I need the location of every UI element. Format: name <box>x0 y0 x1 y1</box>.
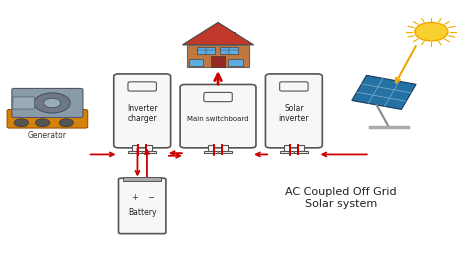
Bar <box>128 151 142 153</box>
FancyBboxPatch shape <box>128 82 156 91</box>
Bar <box>208 145 214 152</box>
Bar <box>204 151 218 153</box>
FancyBboxPatch shape <box>265 74 322 148</box>
Bar <box>222 145 228 152</box>
Bar <box>142 151 156 153</box>
Bar <box>123 177 161 181</box>
FancyBboxPatch shape <box>7 110 88 128</box>
Bar <box>280 151 294 153</box>
Circle shape <box>59 119 73 127</box>
Text: AC Coupled Off Grid
Solar system: AC Coupled Off Grid Solar system <box>285 187 397 209</box>
Bar <box>298 145 304 152</box>
Bar <box>211 56 225 67</box>
Circle shape <box>44 98 61 108</box>
Circle shape <box>36 119 50 127</box>
Text: Solar
inverter: Solar inverter <box>279 104 309 123</box>
Bar <box>284 145 290 152</box>
FancyBboxPatch shape <box>118 178 166 234</box>
Circle shape <box>14 119 28 127</box>
Bar <box>187 45 249 67</box>
Circle shape <box>34 93 70 113</box>
Polygon shape <box>352 75 416 110</box>
Bar <box>146 145 152 152</box>
FancyBboxPatch shape <box>13 97 35 109</box>
FancyBboxPatch shape <box>12 88 83 117</box>
Text: Main switchboard: Main switchboard <box>187 116 249 122</box>
FancyBboxPatch shape <box>114 74 171 148</box>
Bar <box>189 59 203 66</box>
Bar <box>228 32 235 44</box>
Bar <box>197 47 215 54</box>
Text: −: − <box>147 194 154 202</box>
Text: +: + <box>131 194 137 202</box>
FancyBboxPatch shape <box>180 84 256 148</box>
Bar <box>220 47 238 54</box>
Bar <box>132 145 138 152</box>
FancyBboxPatch shape <box>280 82 308 91</box>
Bar <box>228 59 243 66</box>
Polygon shape <box>182 22 254 45</box>
Text: Generator: Generator <box>28 131 67 140</box>
Circle shape <box>415 22 448 41</box>
Text: Inverter
charger: Inverter charger <box>127 104 157 123</box>
Text: Battery: Battery <box>128 208 156 217</box>
Bar <box>218 151 232 153</box>
FancyBboxPatch shape <box>204 92 232 102</box>
Bar <box>294 151 308 153</box>
